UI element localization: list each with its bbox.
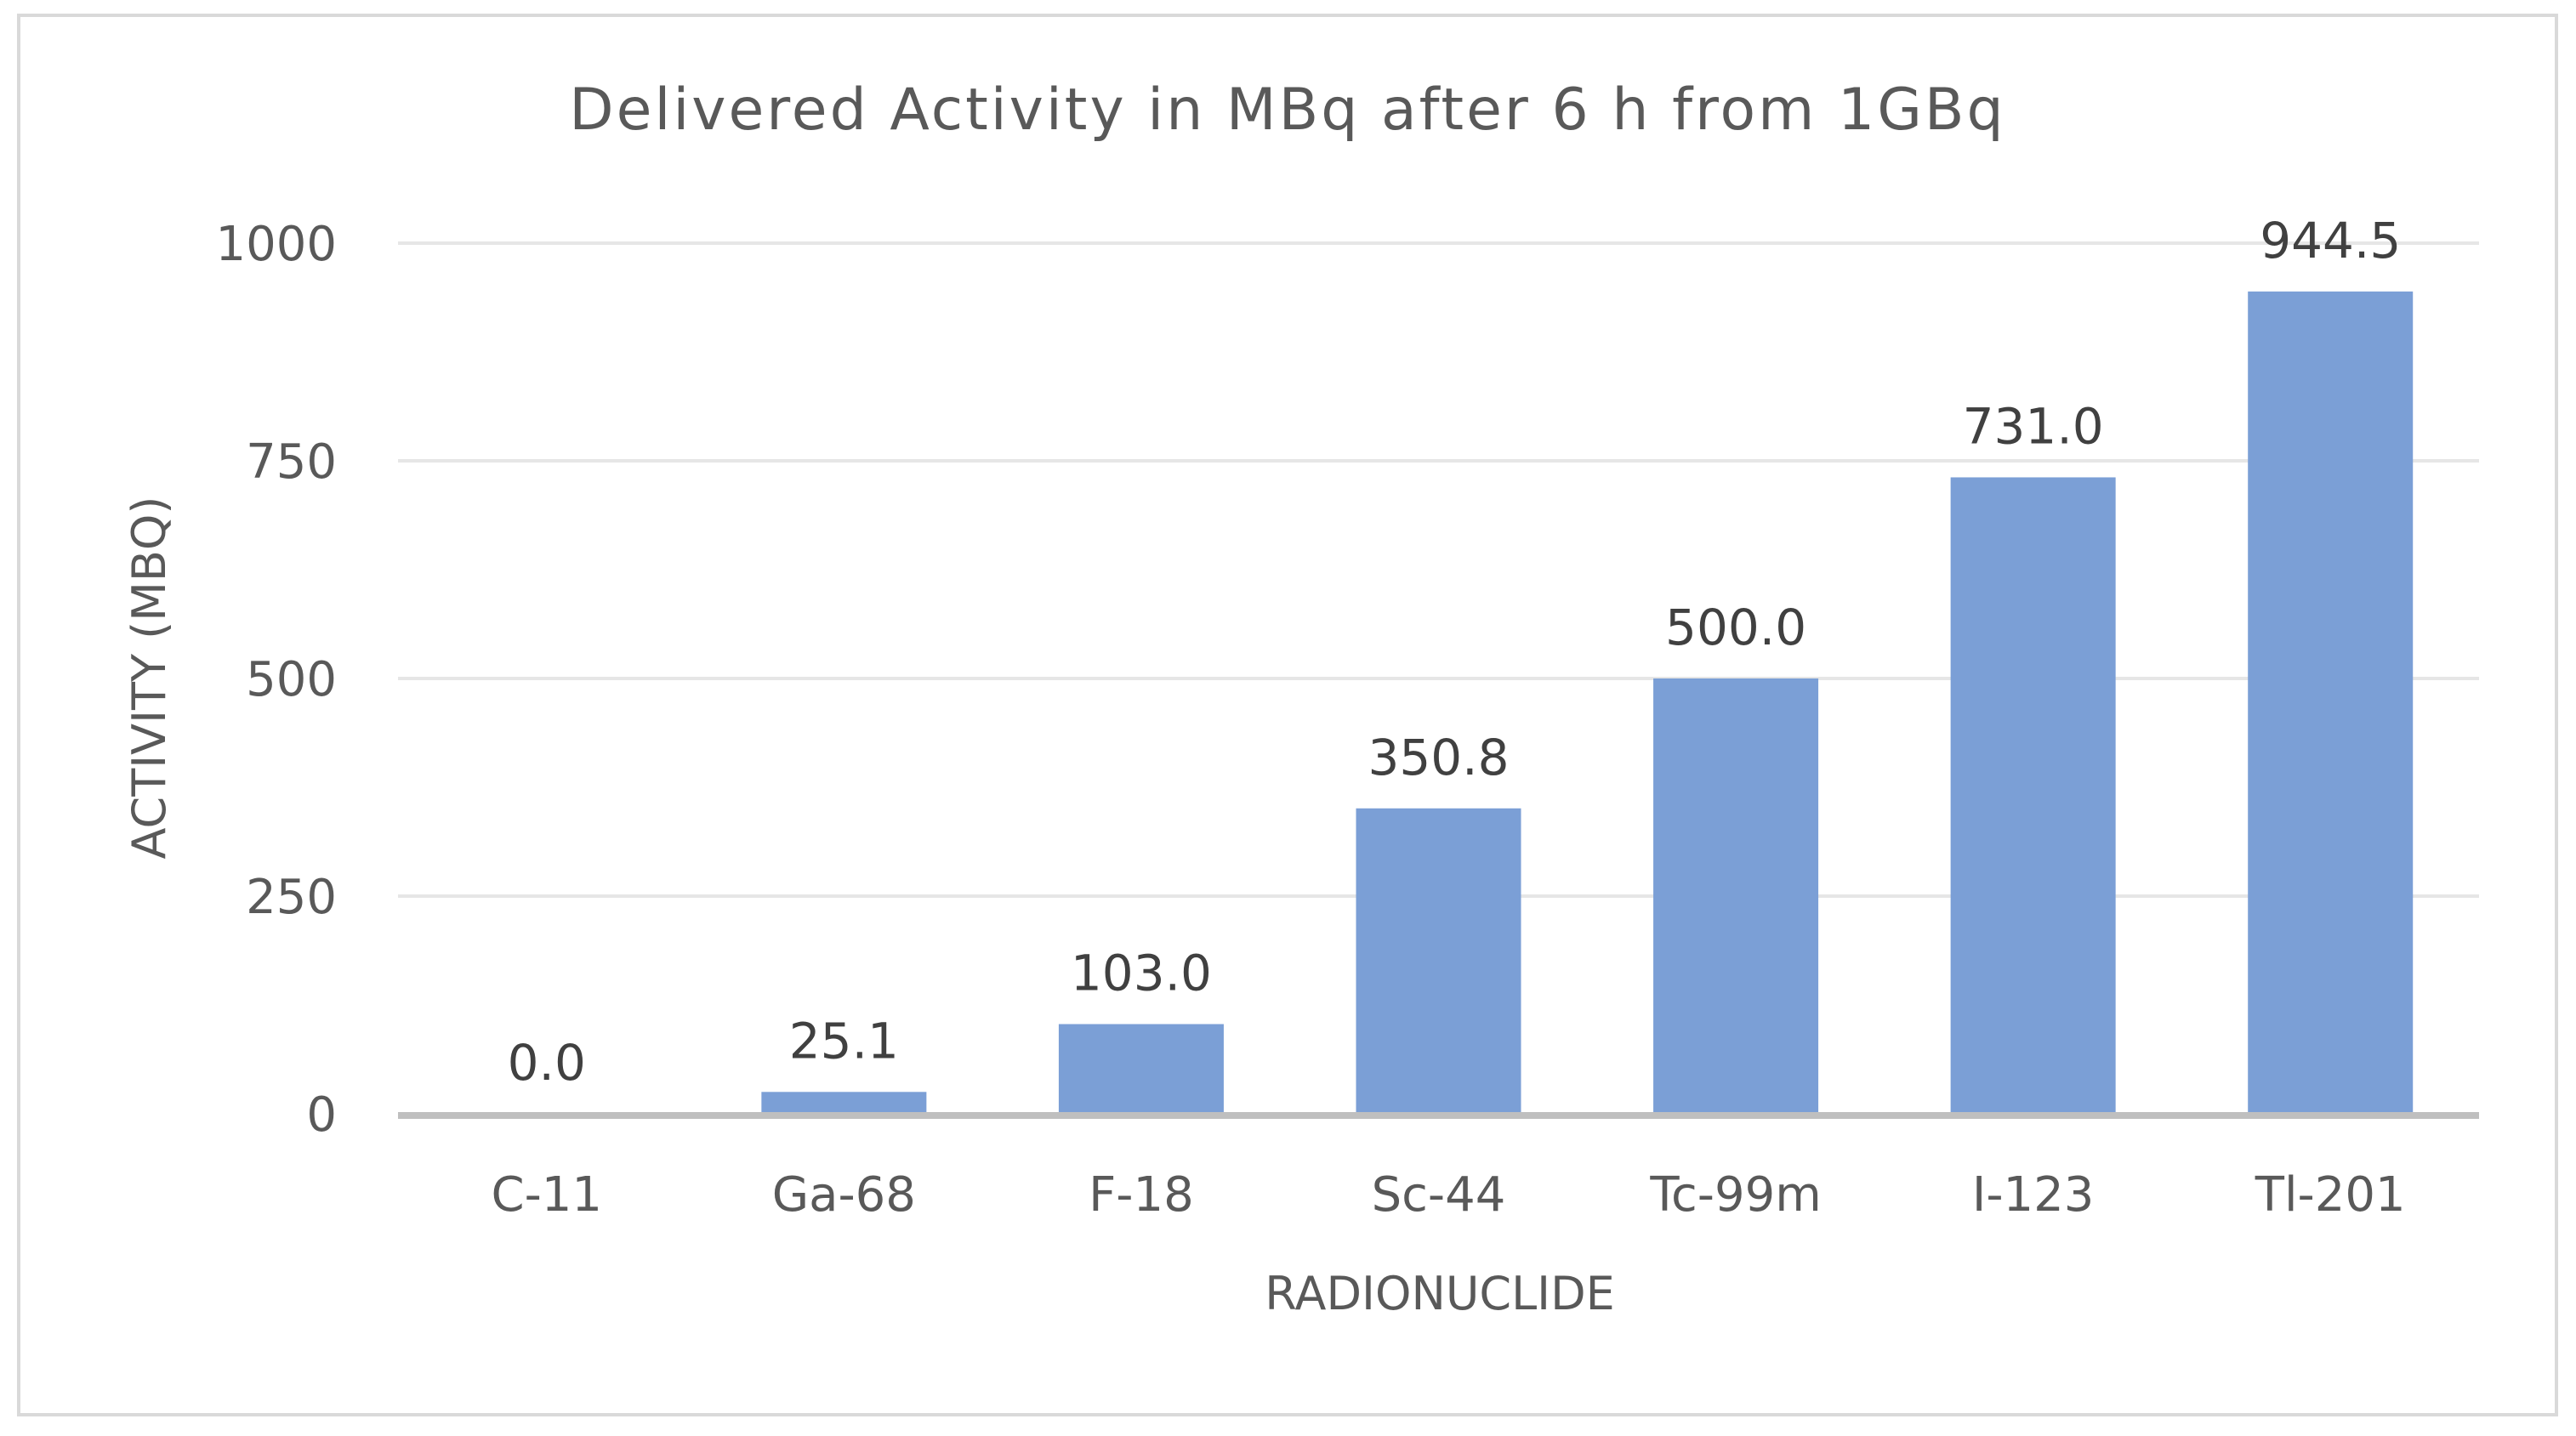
x-tick-label: I-123 (1972, 1167, 2095, 1223)
bar-i-123 (1950, 477, 2116, 1114)
chart-frame (17, 14, 2558, 1416)
data-label: 0.0 (508, 1034, 586, 1092)
bar-f-18 (1058, 1024, 1224, 1114)
bar-sc-44 (1356, 808, 1521, 1114)
x-tick-label: Tc-99m (1649, 1167, 1822, 1223)
x-tick-label: F-18 (1089, 1167, 1194, 1223)
y-axis-ticks: 0 250 500 750 1000 (215, 217, 337, 1143)
chart-title: Delivered Activity in MBq after 6 h from… (569, 77, 2005, 144)
x-tick-label: Ga-68 (772, 1167, 916, 1223)
x-tick-label: Sc-44 (1372, 1167, 1506, 1223)
data-label: 500.0 (1665, 599, 1806, 656)
y-tick-label: 500 (246, 652, 337, 707)
data-labels: 0.0 25.1 103.0 350.8 500.0 731.0 944.5 (508, 212, 2402, 1092)
x-axis-title: RADIONUCLIDE (1265, 1267, 1615, 1320)
bars (761, 291, 2414, 1114)
bar-tc-99m (1653, 678, 1819, 1114)
data-label: 350.8 (1368, 729, 1509, 786)
y-tick-label: 250 (246, 870, 337, 925)
y-tick-label: 0 (306, 1087, 337, 1143)
data-label: 731.0 (1963, 397, 2104, 455)
y-tick-label: 750 (246, 434, 337, 490)
x-tick-label: C-11 (491, 1167, 602, 1223)
data-label: 25.1 (789, 1012, 899, 1070)
gridlines (398, 241, 2479, 898)
y-tick-label: 1000 (215, 217, 337, 272)
bar-tl-201 (2248, 291, 2414, 1114)
y-axis-title: ACTIVITY (MBQ) (122, 497, 176, 860)
data-label: 103.0 (1071, 945, 1212, 1002)
x-axis-ticks: C-11 Ga-68 F-18 Sc-44 Tc-99m I-123 Tl-201 (491, 1167, 2405, 1223)
x-tick-label: Tl-201 (2255, 1167, 2406, 1223)
bar-ga-68 (761, 1092, 927, 1114)
data-label: 944.5 (2260, 212, 2401, 270)
